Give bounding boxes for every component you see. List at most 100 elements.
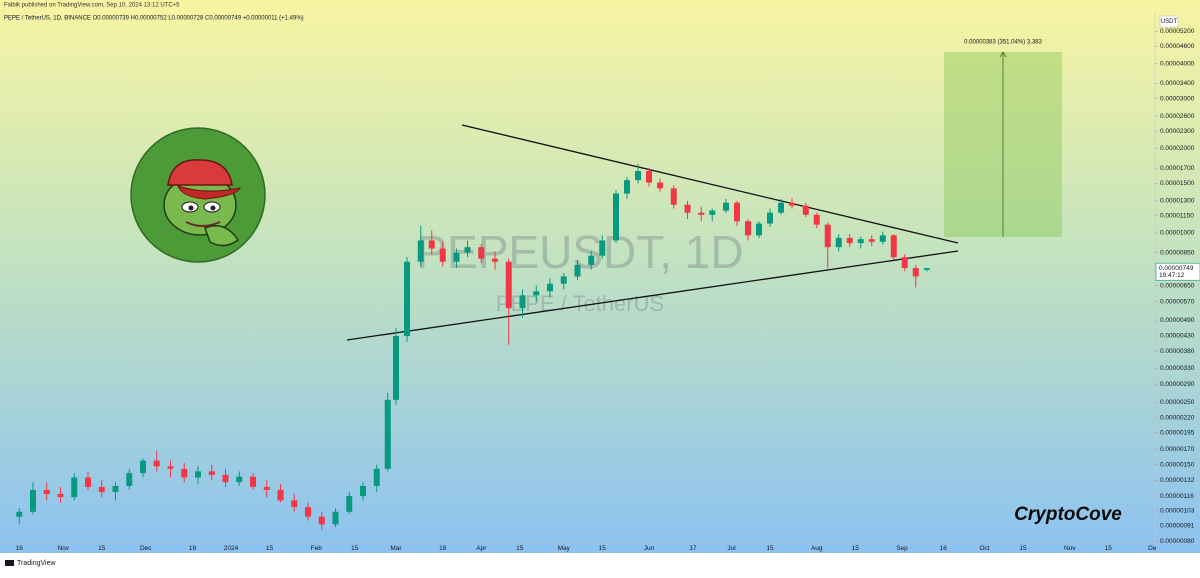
x-tick-label: 15 — [1019, 545, 1027, 552]
candle-body — [670, 188, 677, 205]
candle-body — [560, 276, 567, 284]
y-tick-label: 0.00000380 — [1160, 348, 1195, 355]
candle-body — [464, 247, 471, 253]
x-tick-label: 18 — [439, 545, 447, 552]
trendline-upper — [461, 124, 959, 244]
published-text: Falbik published on TradingView.com, Sep… — [4, 3, 180, 9]
candle-body — [71, 477, 78, 498]
x-tick-label: 16 — [16, 545, 24, 552]
y-tick-label: 0.00003400 — [1160, 80, 1195, 87]
candle-body — [901, 257, 908, 269]
candle-body — [393, 336, 399, 400]
trendline-lower — [346, 250, 959, 341]
y-tick-label: 0.00001500 — [1160, 180, 1195, 187]
candle-body — [112, 485, 119, 492]
y-tick-label: 0.00001000 — [1160, 230, 1195, 237]
currency-box — [1159, 15, 1179, 28]
x-tick-label: 15 — [351, 545, 359, 552]
candle-body — [646, 170, 652, 183]
last-price-box — [1155, 262, 1200, 281]
candle-body — [428, 240, 435, 249]
x-tick-label: 17 — [689, 545, 697, 552]
y-tick-label: 0.00000330 — [1160, 365, 1195, 372]
candle-body — [574, 264, 581, 277]
y-tick-label: 0.00000650 — [1160, 282, 1195, 289]
y-tick-label: 0.00000116 — [1160, 493, 1194, 500]
y-tick-label: 0.00000250 — [1160, 399, 1195, 406]
footer-text: TradingView — [17, 560, 56, 567]
candle-body — [789, 202, 795, 206]
countdown: 19:47:12 — [1159, 272, 1185, 279]
candle-body — [723, 202, 729, 211]
candle-body — [373, 468, 380, 486]
candle-body — [126, 473, 133, 486]
candle-body — [57, 493, 64, 498]
plot — [16, 163, 930, 530]
candle-body — [404, 261, 410, 337]
candle-body — [291, 500, 298, 508]
candle-body — [478, 247, 485, 259]
x-tick-label: Nov — [1064, 545, 1076, 552]
last-price-label: 0.00000749 — [1159, 265, 1194, 272]
candle-body — [195, 471, 201, 478]
measure-arrowhead — [999, 51, 1007, 58]
candle-body — [657, 182, 663, 189]
candle-body — [709, 210, 716, 215]
candle-body — [181, 468, 188, 478]
candle-body — [857, 239, 864, 244]
y-tick-label: 0.00000570 — [1160, 298, 1195, 305]
x-tick-label: 15 — [1105, 545, 1113, 552]
y-tick-label: 0.00002000 — [1160, 145, 1195, 152]
y-tick-label: 0.00005200 — [1160, 28, 1195, 35]
y-tick-label: 0.00000220 — [1160, 415, 1195, 422]
y-tick-label: 0.00002300 — [1160, 128, 1195, 135]
candle-body — [890, 235, 897, 258]
candle-body — [698, 212, 705, 215]
candle-body — [305, 507, 311, 517]
brand: CryptoCove — [1014, 504, 1122, 525]
candle-body — [167, 466, 174, 469]
candle-body — [533, 291, 540, 296]
x-tick-label: Aug — [811, 545, 823, 552]
x-tick-label: Sep — [896, 545, 908, 552]
candle-body — [263, 486, 270, 490]
candle-body — [923, 268, 930, 270]
candle-body — [756, 223, 762, 236]
x-tick-label: 15 — [852, 545, 860, 552]
y-tick-label: 0.00000170 — [1160, 446, 1195, 453]
logo — [130, 127, 266, 263]
x-tick-label: 18 — [189, 545, 197, 552]
candle-body — [250, 476, 256, 487]
candle-body — [547, 283, 553, 292]
y-tick-label: 0.00000430 — [1160, 333, 1195, 340]
candle-body — [635, 170, 641, 181]
y-tick-label: 0.00000490 — [1160, 317, 1195, 324]
x-tick-label: Oct — [979, 545, 989, 552]
y-tick-label: 0.00004600 — [1160, 43, 1195, 50]
x-tick-label: Jul — [727, 545, 736, 552]
y-tick-label: 0.00001150 — [1160, 213, 1194, 220]
candle-body — [222, 474, 229, 483]
y-tick-label: 0.00004000 — [1160, 60, 1195, 67]
measure-label: 0.00000383 (351.04%) 3,383 — [964, 40, 1042, 46]
candle-body — [85, 477, 91, 487]
candle-body — [802, 205, 809, 215]
candle-body — [417, 240, 424, 262]
candle-body — [879, 235, 886, 242]
y-tick-label: 0.00000132 — [1160, 477, 1195, 484]
candle-body — [734, 202, 740, 222]
x-tick-label: Nov — [57, 545, 69, 552]
x-tick-label: Apr — [476, 545, 487, 552]
candle-body — [599, 240, 606, 256]
candle-body — [684, 204, 691, 213]
y-tick-label: 0.00001300 — [1160, 198, 1195, 205]
footer-logo — [5, 560, 14, 566]
candle-body — [613, 193, 619, 241]
candle-body — [153, 460, 160, 467]
candle-body — [813, 214, 820, 225]
candle-body — [745, 221, 751, 236]
candle-body — [868, 239, 875, 242]
candle-body — [588, 255, 595, 265]
x-tick-label: Mar — [390, 545, 402, 552]
